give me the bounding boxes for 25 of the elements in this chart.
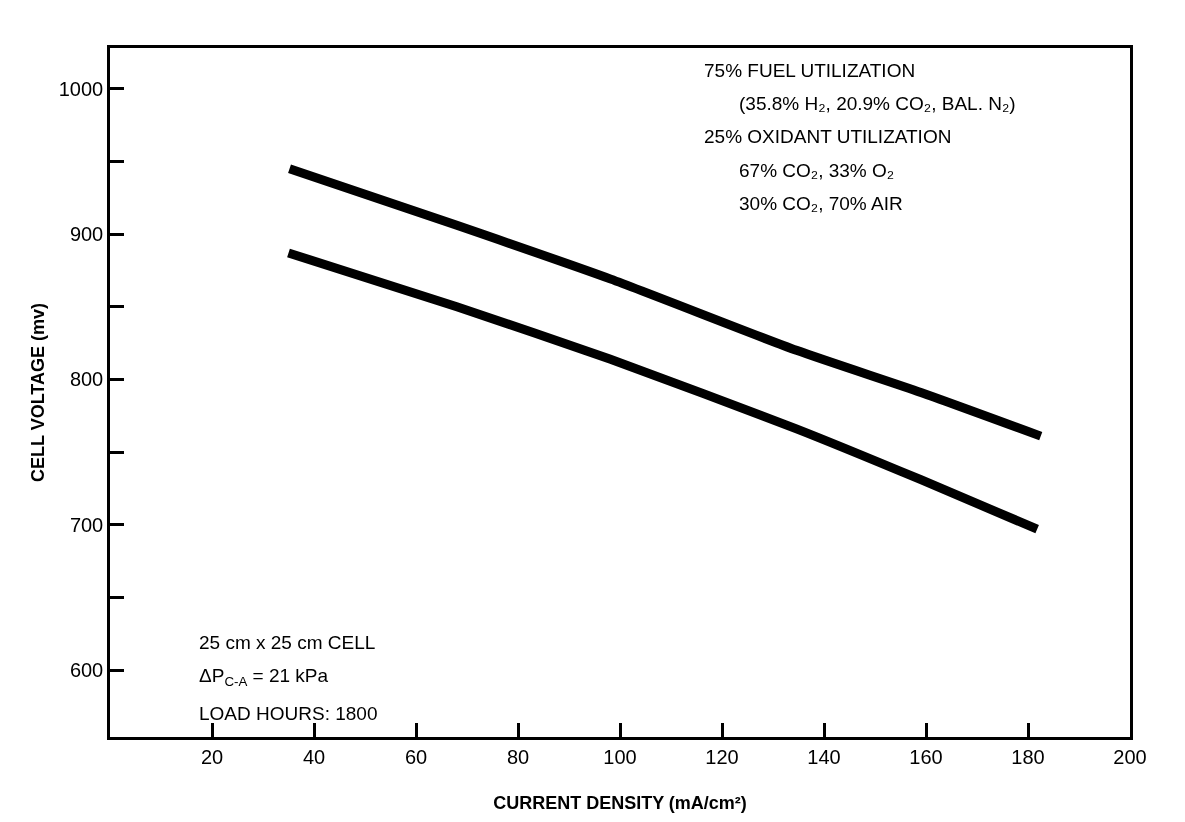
- x-axis-title: CURRENT DENSITY (mA/cm²): [493, 792, 747, 813]
- annotation: 25 cm x 25 cm CELL: [199, 632, 376, 653]
- y-tick-label: 700: [69, 513, 104, 536]
- annotation: 75% FUEL UTILIZATION: [704, 60, 916, 81]
- y-tick-label: 800: [69, 368, 104, 391]
- x-tick-label: 40: [302, 745, 326, 768]
- annotation: 67% CO₂, 33% O₂: [739, 160, 895, 181]
- annotation: ΔP$_{C-A}$ = 21 kPa: [199, 665, 329, 689]
- x-tick-label: 160: [909, 745, 943, 768]
- x-tick-label: 60: [404, 745, 428, 768]
- x-tick-label: 180: [1011, 745, 1045, 768]
- x-tick-label: 140: [807, 745, 841, 768]
- y-axis-title: CELL VOLTAGE (mv): [27, 302, 48, 483]
- x-tick-label: 100: [603, 745, 637, 768]
- x-tick-label: 120: [705, 745, 739, 768]
- x-tick-label: 80: [506, 745, 530, 768]
- annotation: LOAD HOURS: 1800: [199, 703, 378, 724]
- annotation: 25% OXIDANT UTILIZATION: [704, 126, 952, 147]
- y-tick-label: 900: [69, 223, 104, 246]
- x-tick-label: 200: [1113, 745, 1147, 768]
- annotation: (35.8% H₂, 20.9% CO₂, BAL. N₂): [739, 93, 1016, 114]
- x-tick-label: 20: [200, 745, 224, 768]
- y-tick-label: 1000: [58, 77, 104, 100]
- annotation: 30% CO₂, 70% AIR: [739, 193, 903, 214]
- y-tick-label: 600: [69, 659, 104, 682]
